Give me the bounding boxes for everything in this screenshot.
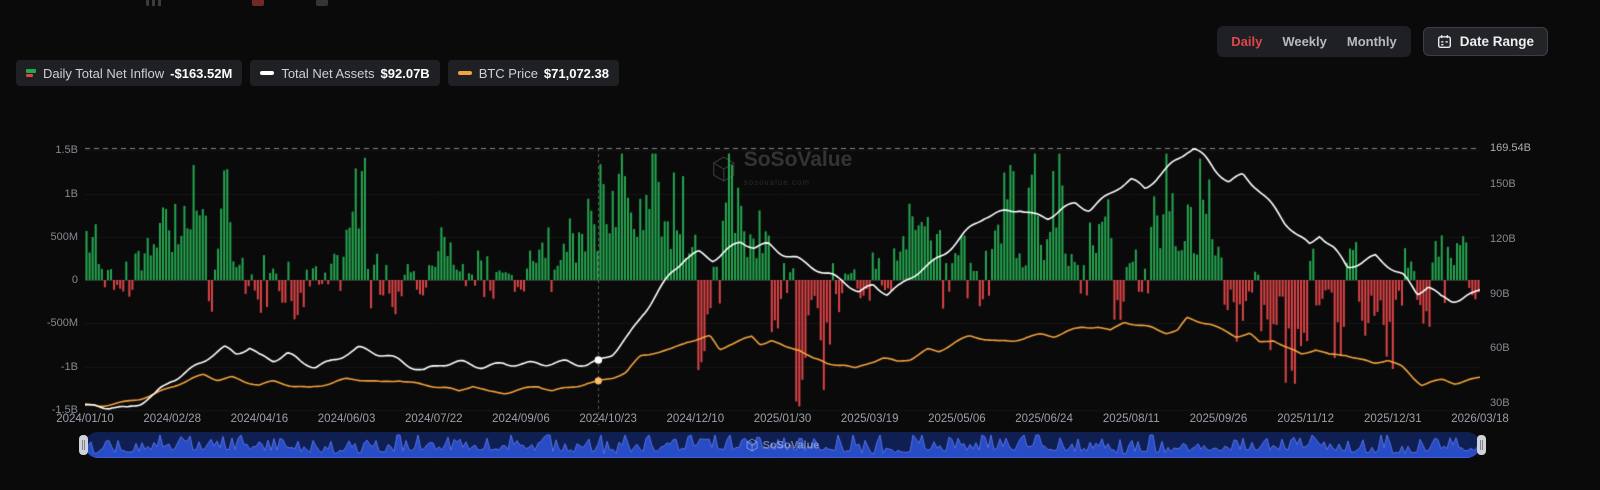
- x-axis-label: 2025/03/19: [840, 413, 899, 425]
- x-axis-label: 2024/07/22: [404, 413, 463, 425]
- main-chart-canvas[interactable]: [85, 140, 1480, 425]
- x-axis-label: 2025/06/24: [1015, 413, 1073, 425]
- x-axis-label: 2025/01/30: [753, 413, 812, 425]
- y-axis-right-label: 90B: [1490, 288, 1510, 300]
- legend-value: -$163.52M: [170, 65, 233, 81]
- legend-label: Daily Total Net Inflow: [43, 65, 165, 81]
- orange-dash-icon: [457, 71, 472, 75]
- chart-controls: Daily Weekly Monthly Date Range: [1217, 26, 1548, 57]
- y-axis-left-label: 500M: [50, 231, 78, 243]
- logo-fragment-icon: [252, 0, 264, 6]
- x-axis-label: 2024/01/10: [56, 413, 114, 425]
- x-axis-label: 2025/09/26: [1189, 413, 1248, 425]
- navigator-right-handle[interactable]: [1477, 435, 1486, 455]
- ath-value-label: 169.54B: [1490, 142, 1531, 154]
- navigator-left-handle[interactable]: [79, 435, 88, 455]
- x-axis-label: 2025/12/31: [1364, 413, 1422, 425]
- grid-dots-icon: [146, 0, 164, 6]
- legend-item-net-inflow[interactable]: Daily Total Net Inflow -$163.52M: [16, 60, 243, 86]
- legend-item-btc-price[interactable]: BTC Price $71,072.38: [447, 60, 619, 86]
- header-fragment-icon: [316, 0, 328, 6]
- y-axis-right-label: 150B: [1490, 178, 1516, 190]
- tab-weekly[interactable]: Weekly: [1272, 28, 1337, 55]
- y-axis-left-label: -1B: [60, 361, 78, 373]
- date-range-button[interactable]: Date Range: [1422, 27, 1548, 56]
- x-axis-label: 2024/04/16: [230, 413, 289, 425]
- legend-item-net-assets[interactable]: Total Net Assets $92.07B: [250, 60, 440, 86]
- time-range-tabs: Daily Weekly Monthly: [1217, 26, 1411, 57]
- x-axis-label: 2024/10/23: [579, 413, 637, 425]
- x-axis-label: 2026/03/18: [1451, 413, 1509, 425]
- navigator-scrollbar[interactable]: SoSoValue: [85, 432, 1480, 458]
- y-axis-left-label: 1B: [64, 188, 78, 200]
- calendar-icon: [1437, 34, 1452, 49]
- tab-monthly[interactable]: Monthly: [1337, 28, 1407, 55]
- y-axis-left-label: 0: [71, 274, 78, 286]
- green-red-bars-icon: [26, 69, 36, 77]
- y-axis-left-label: 1.5B: [55, 144, 78, 156]
- legend-value: $92.07B: [380, 65, 430, 81]
- tab-daily[interactable]: Daily: [1221, 28, 1272, 55]
- x-axis-label: 2025/05/06: [928, 413, 986, 425]
- y-axis-right-label: 60B: [1490, 342, 1510, 354]
- y-axis-right-label: 120B: [1490, 233, 1516, 245]
- legend-label: BTC Price: [478, 65, 538, 81]
- y-axis-left-label: -500M: [46, 317, 78, 329]
- x-axis-label: 2024/02/28: [143, 413, 201, 425]
- legend-label: Total Net Assets: [281, 65, 375, 81]
- y-axis-right-label: 30B: [1490, 397, 1510, 409]
- white-dash-icon: [260, 71, 275, 75]
- x-axis-label: 2025/08/11: [1102, 413, 1160, 425]
- date-range-label: Date Range: [1459, 34, 1534, 49]
- legend: Daily Total Net Inflow -$163.52M Total N…: [16, 60, 619, 86]
- x-axis-label: 2024/12/10: [666, 413, 725, 425]
- x-axis-label: 2025/11/12: [1277, 413, 1334, 425]
- legend-value: $71,072.38: [543, 65, 609, 81]
- navigator-canvas[interactable]: [85, 432, 1480, 458]
- y-axis-left-label: -1.5B: [51, 404, 78, 416]
- x-axis-label: 2024/06/03: [317, 413, 376, 425]
- x-axis-label: 2024/09/06: [492, 413, 550, 425]
